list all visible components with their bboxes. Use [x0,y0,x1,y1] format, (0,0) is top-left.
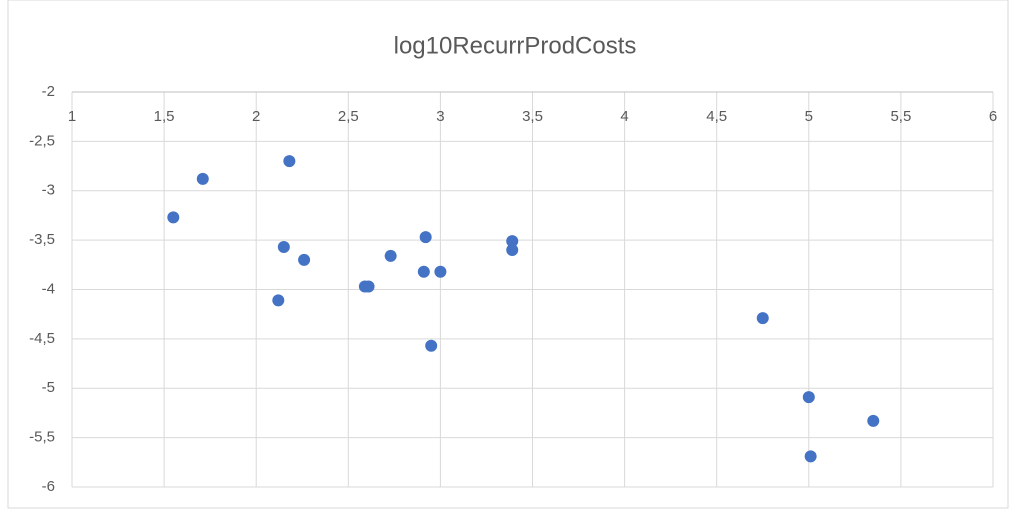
point [425,339,438,352]
x-tick-label: 6 [989,108,997,125]
chart-title: log10RecurrProdCosts [394,32,637,59]
x-tick-label: 4 [620,108,628,125]
point [419,231,432,244]
y-tick-label: -5 [42,379,55,396]
y-tick-label: -6 [42,478,55,495]
point [506,244,519,256]
x-tick-label: 5 [805,108,813,125]
x-tick-label: 2 [252,108,260,125]
y-tick-label: -2,5 [29,132,55,149]
point [272,294,285,307]
x-tick-label: 4,5 [706,108,727,125]
point [434,265,447,278]
point [804,450,817,463]
point [506,235,519,248]
point [277,241,290,254]
y-tick-label: -2 [42,83,55,100]
point [756,312,769,325]
y-tick-label: -3,5 [29,231,55,248]
point [802,391,815,404]
point [298,253,311,266]
point [196,172,209,185]
y-tick-label: -3 [42,182,55,199]
x-tick-label: 1 [68,108,76,125]
point [867,414,880,427]
x-tick-label: 2,5 [338,108,359,125]
x-tick-label: 1,5 [154,108,175,125]
point [384,249,397,262]
point [167,211,180,224]
x-tick-label: 3,5 [522,108,543,125]
point [417,265,430,278]
point [362,280,375,293]
x-tick-label: 3 [436,108,444,125]
point [283,155,296,168]
y-tick-label: -4 [42,280,55,297]
x-tick-label: 5,5 [890,108,911,125]
y-tick-label: -4,5 [29,330,55,347]
y-tick-label: -5,5 [29,429,55,446]
